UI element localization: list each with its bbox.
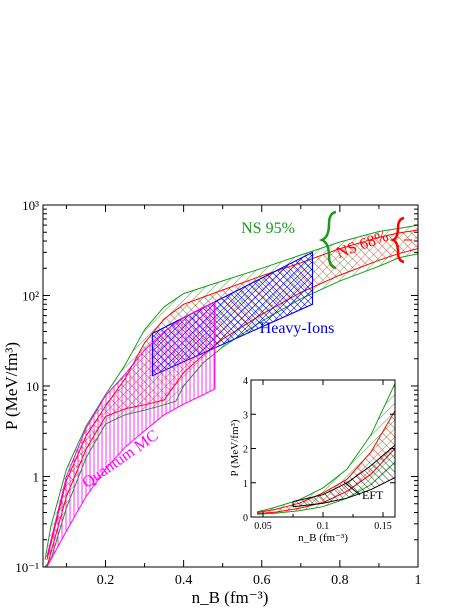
x-tick-label: 0.8 (331, 573, 349, 588)
eft-pointer (343, 481, 361, 496)
y-tick-label: 10² (22, 289, 39, 304)
x-tick-label: 1 (415, 573, 422, 588)
x-tick-label: 0.6 (253, 573, 271, 588)
inset-band-eft (292, 444, 395, 508)
ns68-brace-icon (389, 216, 405, 264)
x-tick-label: 0.4 (175, 573, 193, 588)
band-ns-95-upper (44, 224, 418, 560)
ns95-brace-icon (318, 210, 337, 270)
inset-ticks: 0.05 0.1 0.15 0 1 2 3 4 n_B (fm⁻³) P (MeV/fm³) (229, 376, 395, 544)
inset-y-tick-label: 0 (243, 513, 248, 524)
inset-y-axis-label: P (MeV/fm³) (229, 419, 241, 476)
main-bands (44, 224, 418, 567)
inset-band-eft-area (293, 445, 395, 507)
inset-y-tick-label: 2 (243, 445, 248, 456)
band-quantum-mc-area (46, 301, 215, 567)
inset-band-eft-lower (292, 477, 395, 508)
inset-band-ns-68-upper (256, 410, 395, 513)
band-quantum-mc-lower (46, 388, 216, 567)
annotation-eft: EFT (362, 488, 384, 502)
band-quantum-mc (46, 301, 216, 567)
x-tick-label: 0.2 (97, 573, 115, 588)
x-axis-label: n_B (fm⁻³) (192, 588, 269, 607)
inset-band-eft-upper (292, 444, 395, 503)
y-tick-label: 10 (26, 379, 39, 394)
y-tick-label: 1 (33, 470, 40, 485)
inset-y-tick-label: 3 (243, 410, 248, 421)
inset-x-axis-label: n_B (fm⁻³) (298, 532, 348, 544)
inset-plot: 0.05 0.1 0.15 0 1 2 3 4 n_B (fm⁻³) P (MeV/fm³) EF… (229, 376, 396, 544)
inset-band-ns-95-upper (256, 383, 395, 513)
y-tick-label: 10⁻¹ (15, 560, 39, 575)
inset-annotations: EFT (343, 481, 384, 502)
inset-x-tick-label: 0.15 (374, 521, 392, 532)
band-quantum-mc-upper (46, 301, 216, 557)
y-tick-label: 10³ (22, 198, 39, 213)
inset-x-tick-label: 0.05 (254, 521, 272, 532)
inset-bands (256, 383, 395, 515)
y-axis-label: P (MeV/fm³) (2, 342, 21, 430)
inset-y-tick-label: 4 (243, 376, 248, 387)
annotation-ns-95: NS 95% (241, 220, 295, 237)
inset-y-tick-label: 1 (243, 479, 248, 490)
annotation-heavy-ions: Heavy-Ions (260, 320, 335, 337)
inset-x-tick-label: 0.1 (317, 521, 330, 532)
